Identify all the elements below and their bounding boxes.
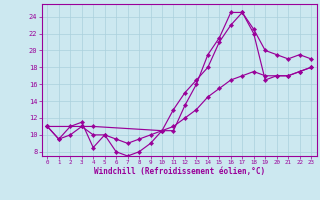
X-axis label: Windchill (Refroidissement éolien,°C): Windchill (Refroidissement éolien,°C) [94,167,265,176]
